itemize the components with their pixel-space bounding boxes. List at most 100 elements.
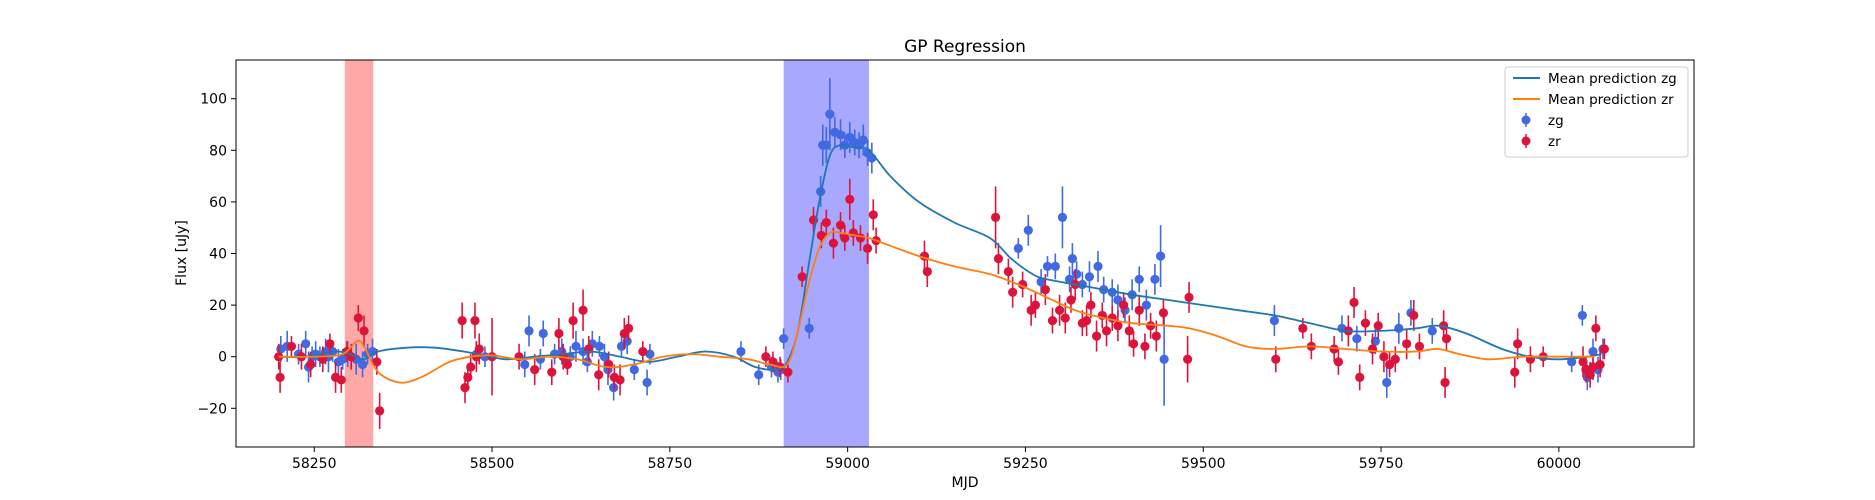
- point-zr: [1588, 362, 1598, 372]
- x-tick-label: 58750: [648, 456, 693, 472]
- x-tick-label: 59500: [1181, 456, 1226, 472]
- point-zr: [1047, 315, 1058, 326]
- point-zr: [1414, 341, 1425, 351]
- y-tick-label: 80: [209, 143, 227, 159]
- point-zr: [922, 266, 932, 277]
- point-zr: [275, 372, 285, 382]
- point-zr: [615, 375, 625, 385]
- point-zg: [804, 323, 814, 333]
- point-zg: [301, 339, 311, 349]
- point-zr: [1091, 331, 1102, 341]
- chart-title: GP Regression: [904, 37, 1026, 57]
- point-zg: [1072, 269, 1082, 279]
- point-zr: [1134, 305, 1144, 315]
- point-zr: [1040, 285, 1050, 295]
- point-zg: [736, 346, 746, 357]
- point-zg: [825, 109, 835, 119]
- point-zg: [645, 349, 655, 359]
- point-zg: [1382, 377, 1392, 388]
- point-zg: [821, 140, 831, 150]
- point-zg: [642, 377, 652, 388]
- point-zg: [858, 135, 868, 145]
- point-zg: [779, 334, 789, 344]
- point-zr: [1140, 341, 1150, 351]
- y-tick-label: 40: [209, 247, 227, 263]
- point-zr: [1113, 321, 1123, 331]
- y-tick-label: −20: [197, 401, 227, 417]
- point-zr: [1298, 323, 1308, 333]
- point-zr: [1409, 310, 1419, 321]
- point-zg: [629, 365, 639, 375]
- point-zr: [306, 359, 316, 370]
- point-zr: [1349, 297, 1359, 308]
- point-zr: [1060, 313, 1070, 323]
- legend-label-zg-line: Mean prediction zg: [1548, 71, 1677, 87]
- x-tick-label: 58500: [470, 456, 515, 472]
- x-tick-label: 58250: [292, 456, 337, 472]
- point-zr: [1066, 295, 1076, 305]
- legend-label-zr-line: Mean prediction zr: [1548, 92, 1674, 108]
- point-zr: [1119, 300, 1129, 310]
- point-zr: [1271, 354, 1281, 364]
- x-tick-label: 59250: [1003, 456, 1048, 472]
- x-axis-label: MJD: [952, 475, 979, 491]
- point-zg: [1013, 243, 1023, 253]
- point-zg: [1150, 274, 1160, 284]
- point-zr: [835, 220, 846, 230]
- zg-span: [783, 60, 869, 447]
- point-zr: [868, 210, 878, 220]
- point-zr: [828, 238, 839, 248]
- point-zr: [1441, 334, 1452, 344]
- point-zg: [1269, 315, 1279, 326]
- y-tick-label: 60: [209, 195, 227, 211]
- point-zr: [474, 344, 484, 354]
- point-zg: [524, 326, 534, 336]
- point-zr: [761, 352, 771, 362]
- point-zr: [1030, 300, 1041, 310]
- point-zg: [357, 359, 368, 370]
- x-tick-label: 60000: [1537, 456, 1582, 472]
- point-zg: [1134, 274, 1144, 284]
- point-zr: [1355, 372, 1365, 382]
- point-zg: [754, 370, 764, 380]
- point-zr: [855, 233, 866, 243]
- point-zr: [816, 230, 826, 241]
- point-zr: [1591, 323, 1601, 333]
- point-zg: [1577, 310, 1587, 321]
- point-zg: [1042, 261, 1053, 271]
- point-zr: [797, 272, 807, 282]
- point-zr: [1101, 326, 1112, 336]
- point-zg: [520, 359, 530, 370]
- point-zr: [993, 254, 1004, 264]
- point-zg: [1067, 254, 1077, 264]
- y-axis-label: Flux [uJy]: [174, 220, 190, 286]
- point-zg: [835, 130, 846, 140]
- point-zr: [1003, 266, 1013, 277]
- point-zr: [1510, 367, 1520, 377]
- point-zr: [336, 375, 346, 385]
- point-zr: [1367, 344, 1378, 354]
- legend-swatch-zr-marker: [1521, 136, 1531, 146]
- point-zr: [547, 367, 557, 377]
- point-zg: [1084, 272, 1095, 282]
- point-zg: [1141, 300, 1151, 310]
- point-zr: [990, 212, 1001, 222]
- point-zr: [845, 194, 855, 204]
- point-zg: [1023, 225, 1033, 235]
- point-zg: [1427, 326, 1437, 336]
- point-zr: [1373, 321, 1383, 331]
- point-zr: [1128, 339, 1139, 349]
- mean-line-zr: [278, 230, 1595, 384]
- point-zr: [470, 315, 480, 326]
- legend-box: [1504, 66, 1689, 158]
- point-zr: [286, 341, 297, 351]
- point-zr: [1008, 287, 1018, 297]
- point-zg: [538, 328, 548, 339]
- point-zr: [1146, 321, 1156, 331]
- point-zr: [594, 370, 604, 380]
- legend-label-zr: zr: [1548, 134, 1561, 150]
- point-zr: [1054, 305, 1065, 315]
- point-zg: [1155, 251, 1166, 261]
- point-zr: [274, 352, 284, 362]
- legend-swatch-zg-marker: [1521, 115, 1531, 125]
